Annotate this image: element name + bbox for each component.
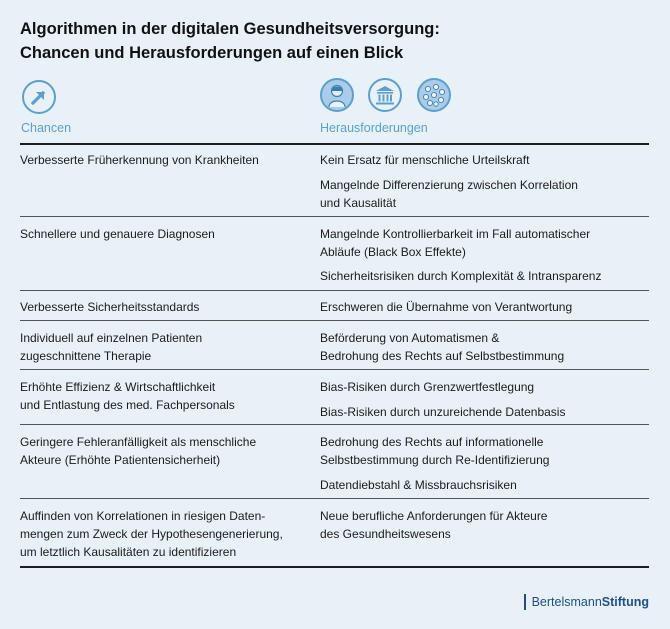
chance-cell: Erhöhte Effizienz & Wirtschaftlichkeit u… — [20, 378, 305, 414]
chance-cell: Verbesserte Sicherheitsstandards — [20, 298, 305, 316]
challenge-item: Bias-Risiken durch Grenzwertfestlegung — [320, 378, 650, 396]
chance-text: um letztlich Kausalitäten zu identifizie… — [20, 545, 237, 559]
chance-cell: Schnellere und genauere Diagnosen — [20, 225, 305, 243]
chance-text: Individuell auf einzelnen Patienten — [20, 331, 203, 345]
challenge-text: Bias-Risiken durch unzureichende Datenba… — [320, 405, 566, 419]
chance-text: Verbesserte Früherkennung von Krankheite… — [20, 153, 259, 167]
title-line-2: Chancen und Herausforderungen auf einen … — [20, 44, 404, 62]
chance-text: mengen zum Zweck der Hypothesengenerieru… — [20, 527, 283, 541]
chance-cell: Auffinden von Korrelationen in riesigen … — [20, 507, 305, 561]
challenge-item: Bias-Risiken durch unzureichende Datenba… — [320, 403, 650, 421]
challenge-text: und Kausalität — [320, 196, 397, 210]
challenge-item: Mangelnde Kontrollierbarkeit im Fall aut… — [320, 225, 650, 261]
table-bottom-rule — [20, 566, 649, 568]
chance-cell: Geringere Fehleranfälligkeit als menschl… — [20, 433, 305, 469]
row-divider — [20, 216, 649, 217]
column-header-chancen: Chancen — [21, 121, 72, 135]
page-title: Algorithmen in der digitalen Gesundheits… — [20, 17, 440, 65]
challenge-text: Mangelnde Differenzierung zwischen Korre… — [320, 178, 578, 192]
chance-text: Geringere Fehleranfälligkeit als menschl… — [20, 435, 257, 449]
challenge-item: Beförderung von Automatismen & Bedrohung… — [320, 329, 650, 365]
challenge-text: Datendiebstahl & Missbrauchsrisiken — [320, 478, 517, 492]
challenge-item: Erschweren die Übernahme von Verantwortu… — [320, 298, 650, 316]
chance-text: Auffinden von Korrelationen in riesigen … — [20, 509, 266, 523]
network-icon — [417, 78, 451, 112]
challenge-item: Sicherheitsrisiken durch Komplexität & I… — [320, 267, 650, 285]
challenge-text: Beförderung von Automatismen & — [320, 331, 500, 345]
chance-text: Schnellere und genauere Diagnosen — [20, 227, 215, 241]
chance-cell: Verbesserte Früherkennung von Krankheite… — [20, 151, 305, 169]
row-divider — [20, 320, 649, 321]
column-header-herausforderungen: Herausforderungen — [320, 121, 428, 135]
institution-icon — [368, 78, 402, 112]
brand-part-1: Bertelsmann — [531, 595, 602, 609]
challenge-text: Kein Ersatz für menschliche Urteilskraft — [320, 153, 530, 167]
challenge-item: Datendiebstahl & Missbrauchsrisiken — [320, 476, 650, 494]
challenge-text: des Gesundheitswesens — [320, 527, 451, 541]
challenge-text: Mangelnde Kontrollierbarkeit im Fall aut… — [320, 227, 591, 241]
row-divider — [20, 290, 649, 291]
brand-part-2: Stiftung — [601, 595, 649, 609]
chance-text: Erhöhte Effizienz & Wirtschaftlichkeit — [20, 380, 216, 394]
chance-text: zugeschnittene Therapie — [20, 349, 152, 363]
bertelsmann-stiftung-logo: BertelsmannStiftung — [523, 594, 649, 610]
row-divider — [20, 369, 649, 370]
row-divider — [20, 424, 649, 425]
chance-cell: Individuell auf einzelnen Patienten zuge… — [20, 329, 305, 365]
arrow-up-right-icon — [22, 80, 56, 114]
person-icon — [320, 78, 354, 112]
row-divider — [20, 498, 649, 499]
challenge-item: Neue berufliche Anforderungen für Akteur… — [320, 507, 650, 543]
header-rule — [20, 143, 649, 145]
chance-text: Akteure (Erhöhte Patientensicherheit) — [20, 453, 221, 467]
challenge-text: Abläufe (Black Box Effekte) — [320, 245, 466, 259]
challenge-item: Bedrohung des Rechts auf informationelle… — [320, 433, 650, 469]
challenge-item: Kein Ersatz für menschliche Urteilskraft — [320, 151, 650, 169]
challenge-text: Neue berufliche Anforderungen für Akteur… — [320, 509, 548, 523]
challenge-text: Sicherheitsrisiken durch Komplexität & I… — [320, 269, 602, 283]
chance-text: und Entlastung des med. Fachpersonals — [20, 398, 235, 412]
challenge-text: Selbstbestimmung durch Re-Identifizierun… — [320, 453, 550, 467]
chance-text: Verbesserte Sicherheitsstandards — [20, 300, 200, 314]
title-line-1: Algorithmen in der digitalen Gesundheits… — [20, 20, 440, 38]
challenge-text: Bias-Risiken durch Grenzwertfestlegung — [320, 380, 535, 394]
challenge-text: Bedrohung des Rechts auf informationelle — [320, 435, 544, 449]
challenge-item: Mangelnde Differenzierung zwischen Korre… — [320, 176, 650, 212]
challenge-text: Erschweren die Übernahme von Verantwortu… — [320, 300, 573, 314]
challenge-text: Bedrohung des Rechts auf Selbstbestimmun… — [320, 349, 565, 363]
